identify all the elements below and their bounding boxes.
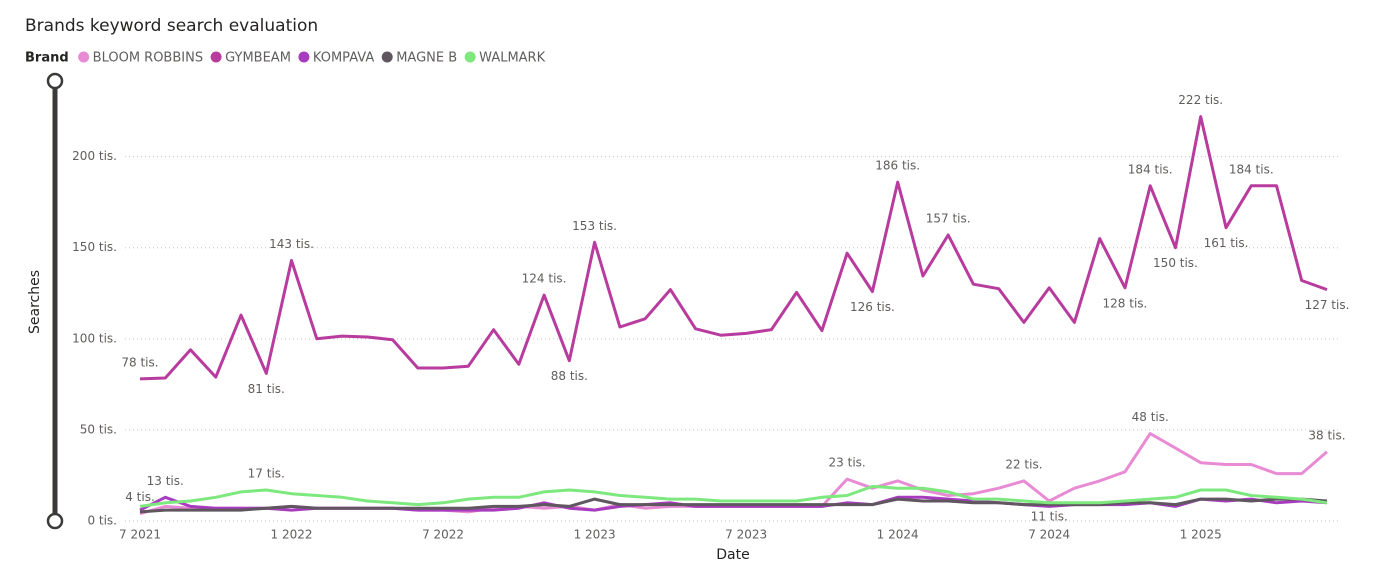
data-label: 88 tis. [551, 369, 588, 383]
series-line [139, 484, 1328, 508]
legend-marker [381, 51, 393, 63]
slider-handle[interactable] [46, 72, 64, 90]
legend-label: KOMPAVA [313, 51, 374, 66]
legend-marker [78, 51, 90, 63]
x-tick-label: 7 2022 [422, 528, 464, 542]
y-tick-label: 50 tis. [80, 422, 117, 436]
data-label: 153 tis. [572, 219, 617, 233]
data-label: 124 tis. [522, 272, 567, 286]
data-label: 17 tis. [248, 467, 285, 481]
zoom-slider[interactable] [46, 72, 64, 530]
data-label: 222 tis. [1178, 93, 1223, 107]
legend-marker [298, 51, 310, 63]
data-label: 127 tis. [1305, 298, 1350, 312]
data-label: 128 tis. [1103, 296, 1148, 310]
x-tick-label: 7 2024 [1028, 528, 1070, 542]
data-label: 157 tis. [926, 211, 971, 225]
data-label: 78 tis. [121, 355, 158, 369]
y-tick-label: 200 tis. [72, 149, 117, 163]
legend-label: MAGNE B [396, 51, 457, 66]
series-line [139, 497, 1328, 514]
legend-marker [464, 51, 476, 63]
slider-handle[interactable] [46, 512, 64, 530]
legend-marker [210, 51, 222, 63]
data-label: 184 tis. [1128, 162, 1173, 176]
series-line [139, 115, 1328, 381]
x-tick-label: 1 2022 [271, 528, 313, 542]
legend-label: WALMARK [479, 51, 545, 66]
y-axis-title: Searches [27, 270, 43, 334]
legend-label: GYMBEAM [225, 51, 291, 66]
data-label: 38 tis. [1308, 428, 1345, 442]
legend-title: Brand [25, 51, 69, 66]
data-label: 23 tis. [829, 456, 866, 470]
x-tick-label: 7 2021 [119, 528, 161, 542]
x-axis-title: Date [716, 547, 749, 563]
data-label: 13 tis. [147, 474, 184, 488]
data-label: 184 tis. [1229, 162, 1274, 176]
data-label: 22 tis. [1005, 457, 1042, 471]
x-tick-label: 7 2023 [725, 528, 767, 542]
data-label: 11 tis. [1031, 509, 1068, 523]
y-tick-label: 100 tis. [72, 331, 117, 345]
x-tick-label: 1 2024 [877, 528, 919, 542]
data-label: 126 tis. [850, 300, 895, 314]
data-label: 150 tis. [1153, 256, 1198, 270]
y-tick-label: 150 tis. [72, 240, 117, 254]
x-tick-label: 1 2025 [1180, 528, 1222, 542]
data-label: 143 tis. [269, 237, 314, 251]
x-tick-label: 1 2023 [574, 528, 616, 542]
data-label: 81 tis. [248, 382, 285, 396]
data-label: 186 tis. [875, 159, 920, 173]
chart-title: Brands keyword search evaluation [25, 16, 318, 36]
data-label: 161 tis. [1204, 236, 1249, 250]
y-tick-label: 0 tis. [87, 514, 117, 528]
data-label: 48 tis. [1132, 410, 1169, 424]
legend-label: BLOOM ROBBINS [93, 51, 203, 66]
data-label: 4 tis. [125, 490, 155, 504]
